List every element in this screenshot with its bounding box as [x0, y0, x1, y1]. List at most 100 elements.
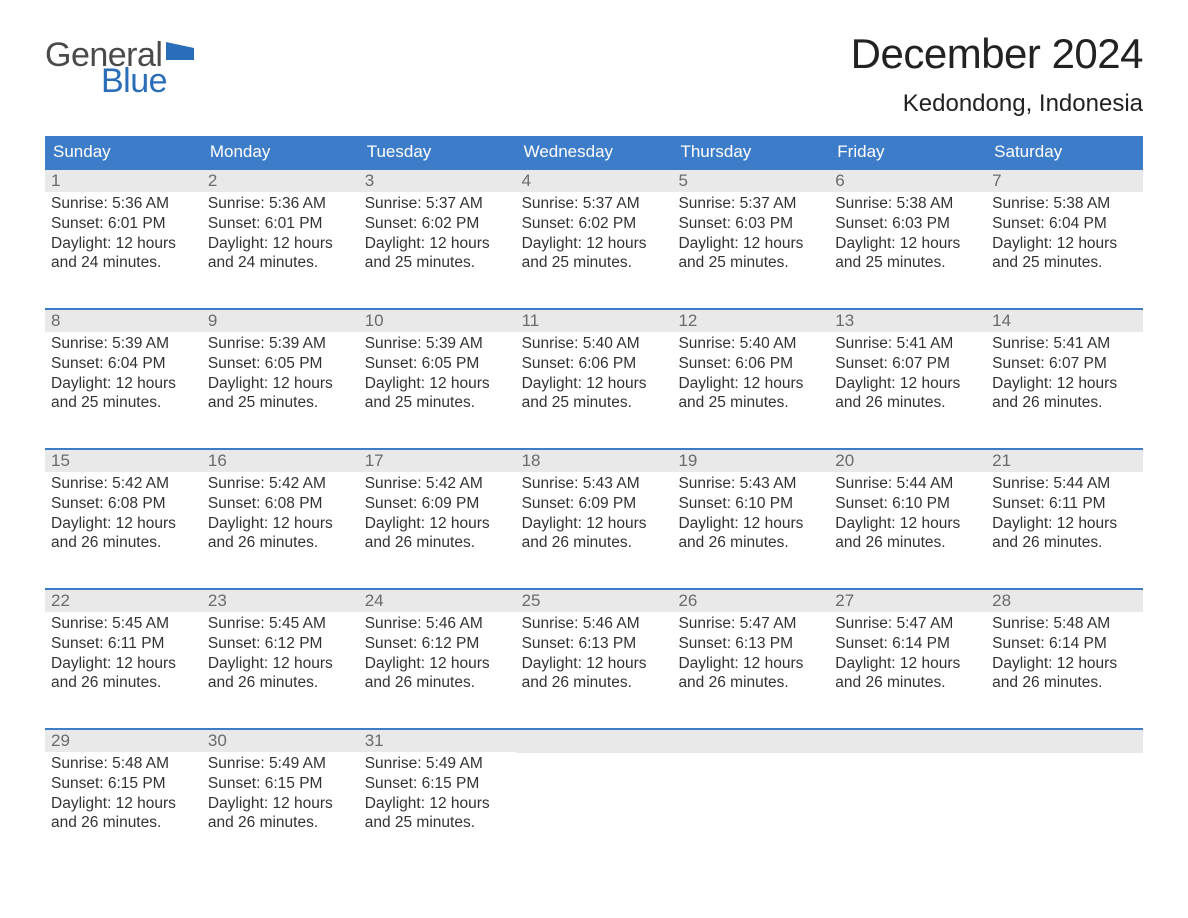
- day-number: 11: [522, 311, 540, 330]
- day-cell: 4Sunrise: 5:37 AMSunset: 6:02 PMDaylight…: [516, 170, 673, 288]
- daylight-text-1: Daylight: 12 hours: [51, 234, 196, 254]
- day-body: Sunrise: 5:39 AMSunset: 6:05 PMDaylight:…: [202, 332, 359, 415]
- sunrise-text: Sunrise: 5:42 AM: [51, 474, 196, 494]
- day-number-bar: 6: [829, 170, 986, 192]
- sunset-text: Sunset: 6:13 PM: [678, 634, 823, 654]
- daylight-text-1: Daylight: 12 hours: [365, 374, 510, 394]
- daylight-text-2: and 26 minutes.: [208, 533, 353, 553]
- day-cell: 17Sunrise: 5:42 AMSunset: 6:09 PMDayligh…: [359, 450, 516, 568]
- daylight-text-1: Daylight: 12 hours: [51, 654, 196, 674]
- daylight-text-1: Daylight: 12 hours: [365, 234, 510, 254]
- daylight-text-1: Daylight: 12 hours: [835, 234, 980, 254]
- day-cell: 25Sunrise: 5:46 AMSunset: 6:13 PMDayligh…: [516, 590, 673, 708]
- day-number: 12: [678, 311, 697, 330]
- daylight-text-2: and 26 minutes.: [522, 673, 667, 693]
- daylight-text-2: and 25 minutes.: [522, 253, 667, 273]
- day-cell: 27Sunrise: 5:47 AMSunset: 6:14 PMDayligh…: [829, 590, 986, 708]
- weekday-header: Thursday: [672, 136, 829, 168]
- sunrise-text: Sunrise: 5:49 AM: [208, 754, 353, 774]
- daylight-text-1: Daylight: 12 hours: [678, 654, 823, 674]
- sunset-text: Sunset: 6:02 PM: [522, 214, 667, 234]
- logo-text-blue: Blue: [101, 64, 196, 98]
- daylight-text-1: Daylight: 12 hours: [992, 654, 1137, 674]
- sunset-text: Sunset: 6:02 PM: [365, 214, 510, 234]
- day-number-bar: 7: [986, 170, 1143, 192]
- sunrise-text: Sunrise: 5:48 AM: [992, 614, 1137, 634]
- sunrise-text: Sunrise: 5:45 AM: [208, 614, 353, 634]
- day-number-bar: 9: [202, 310, 359, 332]
- day-number-bar: 24: [359, 590, 516, 612]
- day-number: 21: [992, 451, 1011, 470]
- sunrise-text: Sunrise: 5:37 AM: [678, 194, 823, 214]
- day-body: Sunrise: 5:38 AMSunset: 6:03 PMDaylight:…: [829, 192, 986, 275]
- day-number: 4: [522, 171, 531, 190]
- day-cell: 3 Sunrise: 5:37 AMSunset: 6:02 PMDaylight…: [359, 170, 516, 288]
- sunset-text: Sunset: 6:08 PM: [51, 494, 196, 514]
- day-cell: 22Sunrise: 5:45 AMSunset: 6:11 PMDayligh…: [45, 590, 202, 708]
- day-cell: 20Sunrise: 5:44 AMSunset: 6:10 PMDayligh…: [829, 450, 986, 568]
- empty-day-cell: [672, 730, 829, 848]
- daylight-text-1: Daylight: 12 hours: [835, 374, 980, 394]
- sunset-text: Sunset: 6:10 PM: [678, 494, 823, 514]
- sunrise-text: Sunrise: 5:44 AM: [992, 474, 1137, 494]
- weekday-header-row: Sunday Monday Tuesday Wednesday Thursday…: [45, 136, 1143, 168]
- week-row: 22Sunrise: 5:45 AMSunset: 6:11 PMDayligh…: [45, 588, 1143, 708]
- day-cell: 2Sunrise: 5:36 AMSunset: 6:01 PMDaylight…: [202, 170, 359, 288]
- day-number: 5: [678, 171, 687, 190]
- empty-day-cell: [516, 730, 673, 848]
- sunrise-text: Sunrise: 5:38 AM: [835, 194, 980, 214]
- day-cell: 8Sunrise: 5:39 AMSunset: 6:04 PMDaylight…: [45, 310, 202, 428]
- daylight-text-1: Daylight: 12 hours: [365, 794, 510, 814]
- day-body: Sunrise: 5:37 AMSunset: 6:02 PMDaylight:…: [359, 192, 516, 275]
- day-number: 29: [51, 731, 70, 750]
- sunset-text: Sunset: 6:09 PM: [365, 494, 510, 514]
- daylight-text-1: Daylight: 12 hours: [51, 374, 196, 394]
- sunset-text: Sunset: 6:01 PM: [51, 214, 196, 234]
- day-number: 23: [208, 591, 227, 610]
- day-number-bar: 26: [672, 590, 829, 612]
- day-number-bar: 8: [45, 310, 202, 332]
- sunrise-text: Sunrise: 5:37 AM: [365, 194, 510, 214]
- daylight-text-1: Daylight: 12 hours: [835, 654, 980, 674]
- daylight-text-2: and 25 minutes.: [208, 393, 353, 413]
- day-number-bar: 30: [202, 730, 359, 752]
- logo: General Blue: [45, 30, 196, 98]
- calendar: Sunday Monday Tuesday Wednesday Thursday…: [45, 136, 1143, 848]
- day-number-bar: 3: [359, 170, 516, 192]
- sunset-text: Sunset: 6:04 PM: [992, 214, 1137, 234]
- day-number: 9: [208, 311, 217, 330]
- daylight-text-1: Daylight: 12 hours: [992, 234, 1137, 254]
- location-label: Kedondong, Indonesia: [851, 90, 1143, 118]
- day-number: 17: [365, 451, 384, 470]
- daylight-text-1: Daylight: 12 hours: [992, 374, 1137, 394]
- day-number: 18: [522, 451, 541, 470]
- daylight-text-2: and 26 minutes.: [992, 393, 1137, 413]
- day-body: Sunrise: 5:40 AMSunset: 6:06 PMDaylight:…: [516, 332, 673, 415]
- daylight-text-1: Daylight: 12 hours: [835, 514, 980, 534]
- weekday-header: Sunday: [45, 136, 202, 168]
- day-body: Sunrise: 5:46 AMSunset: 6:12 PMDaylight:…: [359, 612, 516, 695]
- day-number-bar: 31: [359, 730, 516, 752]
- day-number: 27: [835, 591, 854, 610]
- daylight-text-1: Daylight: 12 hours: [208, 374, 353, 394]
- day-cell: 28Sunrise: 5:48 AMSunset: 6:14 PMDayligh…: [986, 590, 1143, 708]
- sunset-text: Sunset: 6:06 PM: [522, 354, 667, 374]
- day-number: 22: [51, 591, 70, 610]
- weekday-header: Monday: [202, 136, 359, 168]
- day-cell: 19Sunrise: 5:43 AMSunset: 6:10 PMDayligh…: [672, 450, 829, 568]
- sunrise-text: Sunrise: 5:42 AM: [365, 474, 510, 494]
- day-cell: 29Sunrise: 5:48 AMSunset: 6:15 PMDayligh…: [45, 730, 202, 848]
- day-number-bar: 18: [516, 450, 673, 472]
- weekday-header: Friday: [829, 136, 986, 168]
- day-number: 1: [51, 171, 60, 190]
- day-number: 3: [365, 171, 374, 190]
- sunset-text: Sunset: 6:05 PM: [365, 354, 510, 374]
- day-number-bar: 23: [202, 590, 359, 612]
- daylight-text-1: Daylight: 12 hours: [522, 514, 667, 534]
- day-cell: 7Sunrise: 5:38 AMSunset: 6:04 PMDaylight…: [986, 170, 1143, 288]
- sunrise-text: Sunrise: 5:36 AM: [51, 194, 196, 214]
- day-number-bar: 29: [45, 730, 202, 752]
- sunset-text: Sunset: 6:11 PM: [51, 634, 196, 654]
- daylight-text-2: and 25 minutes.: [365, 253, 510, 273]
- daylight-text-2: and 26 minutes.: [835, 673, 980, 693]
